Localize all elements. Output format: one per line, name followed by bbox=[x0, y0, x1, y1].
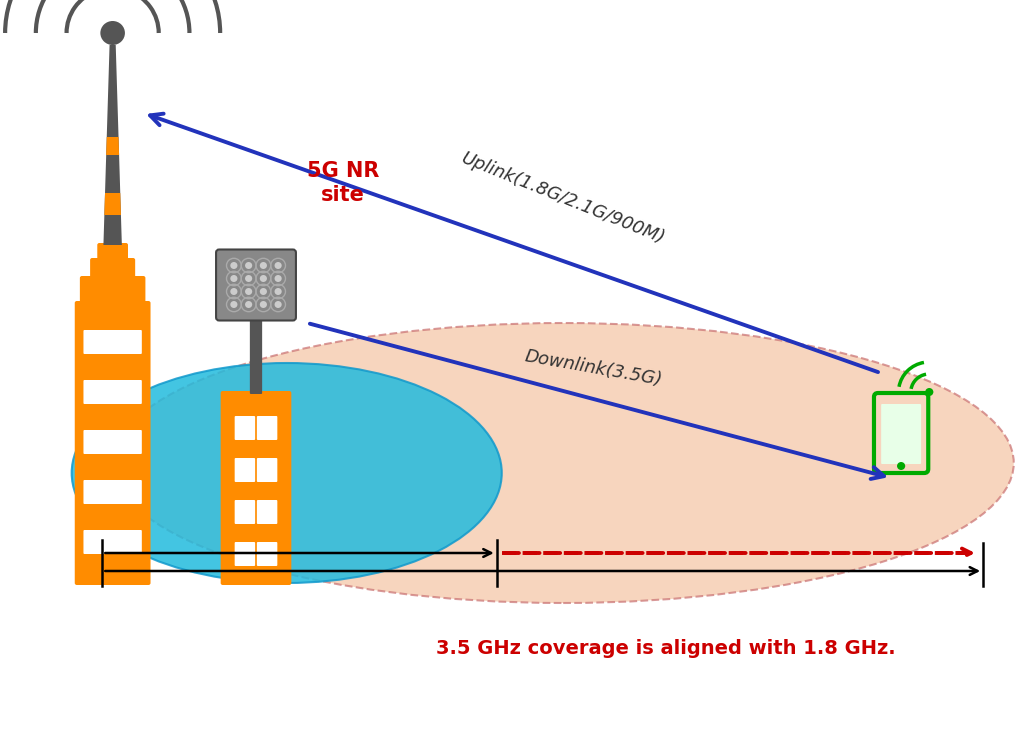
FancyBboxPatch shape bbox=[234, 500, 255, 524]
Circle shape bbox=[274, 275, 282, 282]
FancyBboxPatch shape bbox=[84, 430, 142, 454]
FancyBboxPatch shape bbox=[84, 480, 142, 504]
Text: 3.5 GHz coverage is aligned with 1.8 GHz.: 3.5 GHz coverage is aligned with 1.8 GHz… bbox=[436, 638, 895, 658]
Text: Uplink(1.8G/2.1G/900M): Uplink(1.8G/2.1G/900M) bbox=[459, 149, 668, 247]
Circle shape bbox=[230, 275, 238, 282]
FancyBboxPatch shape bbox=[221, 391, 291, 585]
Circle shape bbox=[274, 288, 282, 295]
Ellipse shape bbox=[72, 363, 502, 583]
Circle shape bbox=[926, 388, 934, 396]
Polygon shape bbox=[103, 45, 122, 245]
FancyBboxPatch shape bbox=[90, 258, 135, 280]
Text: 5G NR
site: 5G NR site bbox=[307, 161, 379, 205]
Circle shape bbox=[245, 275, 252, 282]
FancyBboxPatch shape bbox=[84, 380, 142, 404]
FancyBboxPatch shape bbox=[75, 301, 151, 585]
Circle shape bbox=[260, 275, 267, 282]
FancyBboxPatch shape bbox=[257, 458, 278, 482]
Polygon shape bbox=[106, 137, 119, 155]
Circle shape bbox=[230, 301, 238, 308]
Circle shape bbox=[230, 262, 238, 269]
Circle shape bbox=[897, 462, 905, 470]
Polygon shape bbox=[104, 193, 121, 215]
Circle shape bbox=[245, 288, 252, 295]
Circle shape bbox=[274, 262, 282, 269]
FancyBboxPatch shape bbox=[250, 292, 262, 394]
Circle shape bbox=[260, 288, 267, 295]
Circle shape bbox=[245, 262, 252, 269]
FancyBboxPatch shape bbox=[84, 330, 142, 354]
Ellipse shape bbox=[113, 323, 1014, 603]
FancyBboxPatch shape bbox=[80, 276, 145, 305]
Text: Downlink(3.5G): Downlink(3.5G) bbox=[523, 347, 665, 389]
FancyBboxPatch shape bbox=[234, 458, 255, 482]
FancyBboxPatch shape bbox=[234, 542, 255, 566]
Circle shape bbox=[260, 262, 267, 269]
FancyBboxPatch shape bbox=[257, 500, 278, 524]
FancyBboxPatch shape bbox=[881, 404, 922, 464]
FancyBboxPatch shape bbox=[234, 416, 255, 440]
FancyBboxPatch shape bbox=[257, 416, 278, 440]
FancyBboxPatch shape bbox=[216, 249, 296, 320]
Circle shape bbox=[274, 301, 282, 308]
Circle shape bbox=[230, 288, 238, 295]
Circle shape bbox=[260, 301, 267, 308]
FancyBboxPatch shape bbox=[97, 243, 128, 262]
FancyBboxPatch shape bbox=[257, 542, 278, 566]
Circle shape bbox=[100, 21, 125, 45]
FancyBboxPatch shape bbox=[84, 530, 142, 554]
Circle shape bbox=[245, 301, 252, 308]
